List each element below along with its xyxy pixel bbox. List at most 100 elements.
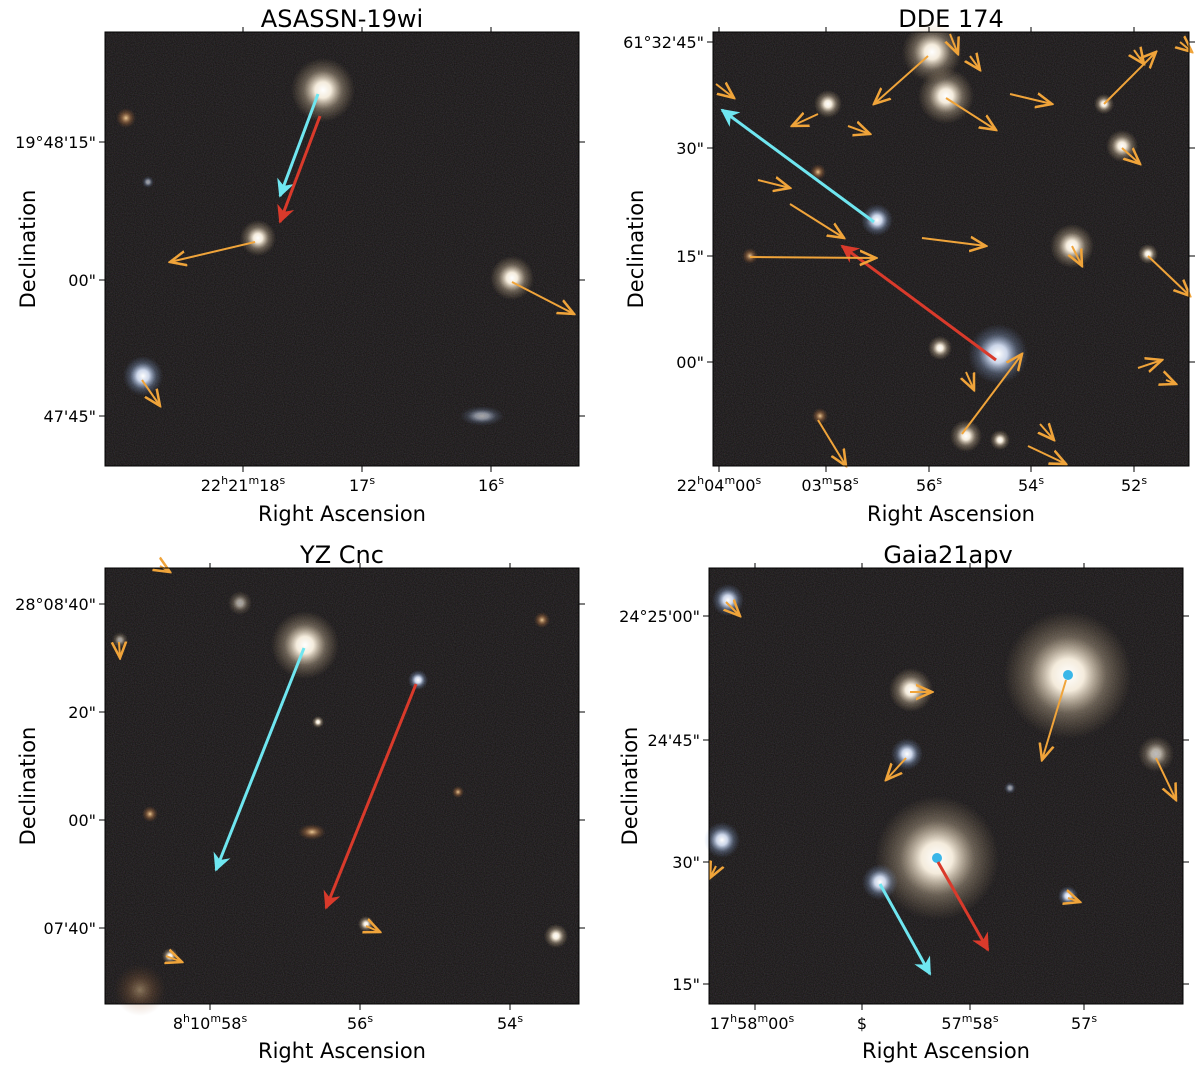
tick-marks <box>99 563 585 1010</box>
orange-arrow <box>1103 52 1156 105</box>
sky-image <box>704 568 1183 1004</box>
galaxy <box>298 824 326 840</box>
orange-arrow <box>1166 380 1176 384</box>
dec-tick-label: 20" <box>68 703 96 722</box>
orange-arrow <box>710 866 716 878</box>
dec-tick-label: 24'45" <box>648 731 700 750</box>
ra-tick-label: 16s <box>478 474 504 495</box>
sky-image <box>713 22 1192 466</box>
cyan-arrow <box>277 93 320 198</box>
dec-tick-label: 61°32'45" <box>623 33 704 52</box>
star <box>1138 244 1158 264</box>
dec-tick-label: 00" <box>676 353 704 372</box>
red-arrow <box>936 861 990 952</box>
y-axis-label: Declination <box>618 727 642 846</box>
ra-tick-label: 57m58s <box>941 1012 998 1033</box>
orange-arrow <box>366 926 380 932</box>
star <box>240 220 276 256</box>
star <box>742 248 758 264</box>
panel-gaia21apv: Gaia21apv <box>618 541 1189 1063</box>
orange-arrow <box>1121 147 1140 164</box>
star <box>990 430 1010 450</box>
ra-tick-label: 57s <box>1071 1012 1097 1033</box>
orange-arrow <box>1180 42 1192 52</box>
dec-tick-label: 00" <box>68 811 96 830</box>
star <box>312 716 324 728</box>
orange-arrow <box>1072 245 1082 266</box>
star <box>142 176 154 188</box>
dec-tick-label: 07'40" <box>44 919 96 938</box>
orange-arrow <box>1009 94 1052 104</box>
galaxy <box>460 406 504 426</box>
dec-tick-label: 00" <box>68 271 96 290</box>
orange-arrows <box>715 33 1192 466</box>
y-axis-label: Declination <box>16 190 40 309</box>
ra-tick-label: 8h10m58s <box>173 1012 248 1033</box>
orange-arrow <box>950 33 958 54</box>
ra-tick-label: 56s <box>347 1012 373 1033</box>
star <box>162 948 178 964</box>
star <box>291 58 355 122</box>
plot-frame <box>708 567 1184 1005</box>
dec-tick-label: 15" <box>676 247 704 266</box>
dec-tick-label: 30" <box>676 139 704 158</box>
star <box>271 611 339 679</box>
panel-yz-cnc: YZ Cnc <box>15 541 585 1063</box>
panel-title: ASASSN-19wi <box>261 5 423 33</box>
orange-arrow <box>1155 757 1176 800</box>
star <box>861 204 893 236</box>
ra-tick-label: 22h21m18s <box>201 474 286 495</box>
star <box>1004 782 1016 794</box>
dec-tick-label: 47'45" <box>44 407 96 426</box>
y-axis-label: Declination <box>624 190 648 309</box>
dec-tick-label: 24°25'00" <box>619 607 700 626</box>
orange-arrow <box>141 379 160 406</box>
star <box>534 612 550 628</box>
orange-arrow <box>1040 424 1054 440</box>
orange-arrow <box>1068 898 1080 902</box>
star-marker <box>1063 670 1073 680</box>
star <box>950 420 982 452</box>
cyan-arrow <box>878 883 932 976</box>
ra-tick-label: 22h04m00s <box>677 474 762 495</box>
panel-title: Gaia21apv <box>883 541 1012 569</box>
sky-image <box>105 32 579 466</box>
orange-arrow <box>970 56 980 70</box>
star <box>891 738 923 770</box>
star <box>918 68 974 124</box>
orange-arrow <box>160 566 170 572</box>
orange-arrow <box>921 238 986 246</box>
orange-arrow <box>886 757 907 780</box>
ra-tick-label: 54s <box>1018 474 1044 495</box>
orange-arrow <box>511 281 574 314</box>
sky-image <box>105 566 579 1016</box>
orange-arrow <box>715 84 734 98</box>
star <box>114 964 166 1016</box>
star <box>452 786 464 798</box>
red-arrow <box>277 115 322 224</box>
y-axis-label: Declination <box>16 727 40 846</box>
orange-arrow <box>1137 360 1162 368</box>
star <box>116 108 136 128</box>
star <box>814 90 842 118</box>
star <box>228 591 252 615</box>
orange-arrow <box>789 203 844 238</box>
star <box>712 584 744 616</box>
cyan-arrow <box>720 108 875 224</box>
orange-arrow <box>1042 679 1067 760</box>
orange-arrow <box>817 419 846 466</box>
plot-frame <box>104 567 580 1005</box>
orange-arrow <box>726 602 740 616</box>
ra-tick-label: 52s <box>1121 474 1147 495</box>
tick-marks <box>703 563 1189 1010</box>
star-marker <box>932 853 942 863</box>
orange-arrow <box>1134 50 1144 64</box>
orange-arrow <box>792 114 819 126</box>
orange-arrow <box>1147 255 1190 296</box>
orange-arrow <box>119 642 120 658</box>
orange-arrow <box>961 354 1022 435</box>
orange-arrow <box>170 241 256 262</box>
plot-frame <box>712 31 1190 467</box>
orange-arrow <box>874 55 929 104</box>
panel-title: YZ Cnc <box>299 541 384 569</box>
